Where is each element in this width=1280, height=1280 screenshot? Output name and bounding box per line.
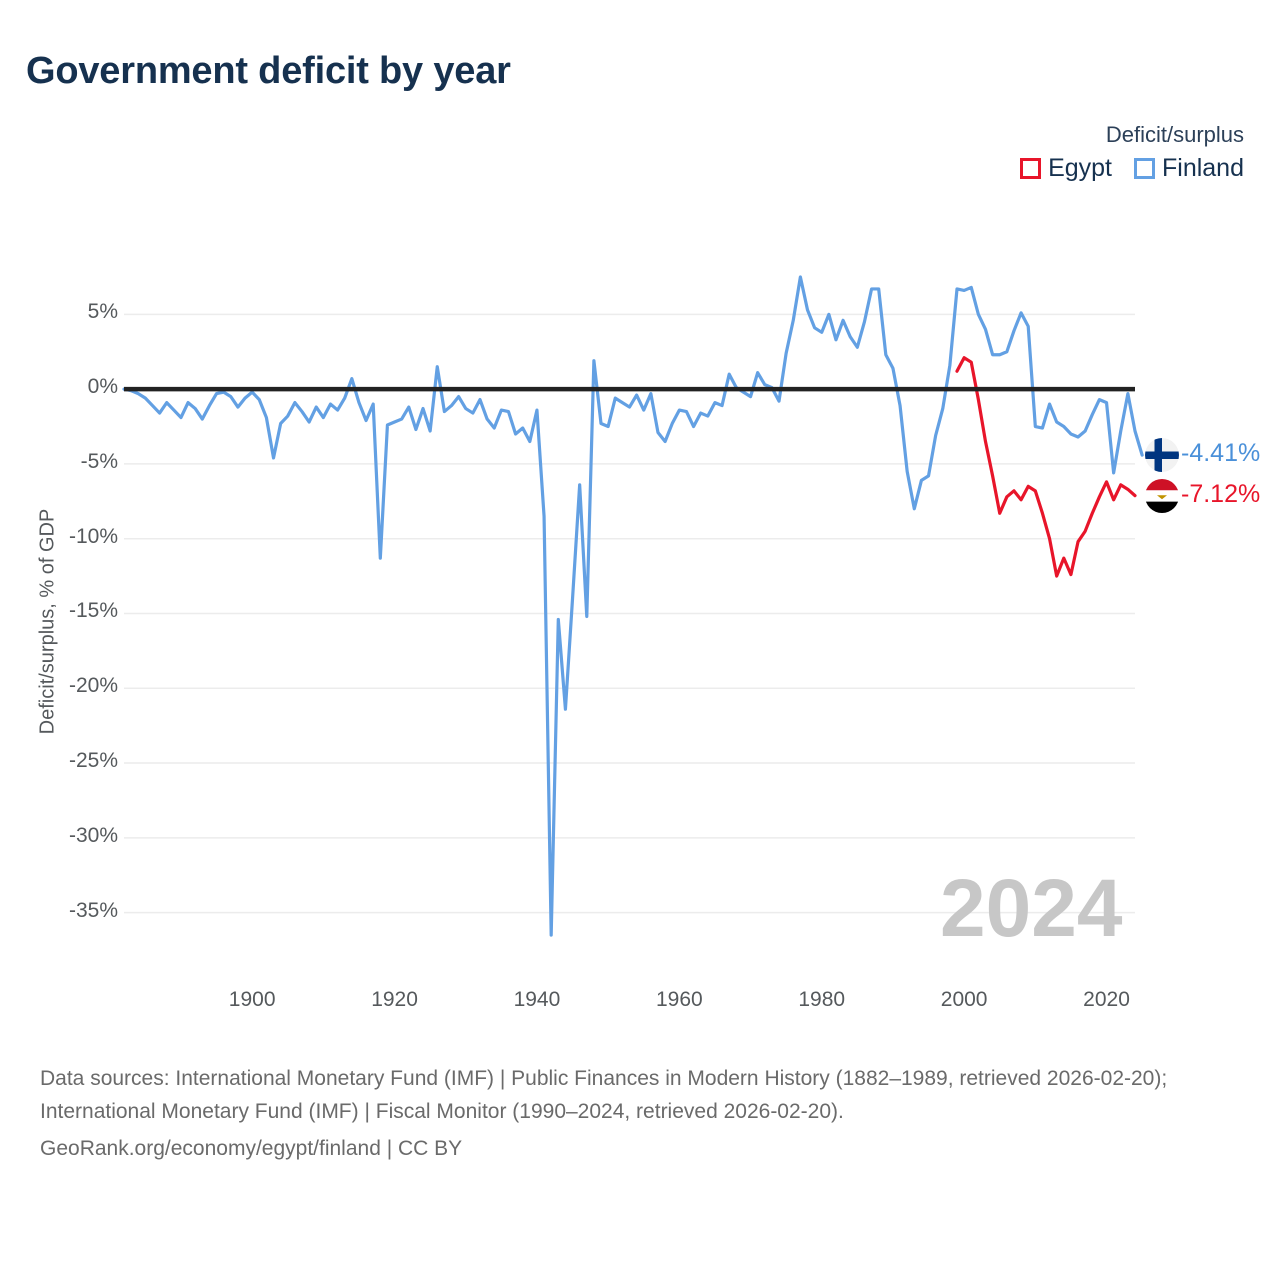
year-watermark: 2024: [940, 863, 1123, 954]
y-tick-label: -15%: [68, 599, 118, 623]
legend-items: Egypt Finland: [1020, 154, 1244, 183]
x-tick-label: 1980: [798, 988, 846, 1011]
y-tick-label: -35%: [68, 898, 118, 922]
y-tick-label: -10%: [68, 524, 118, 548]
legend-label-finland: Finland: [1162, 154, 1244, 182]
egypt-flag-icon: [1145, 478, 1179, 513]
y-tick-label: 0%: [87, 375, 118, 399]
x-tick-label: 2020: [1083, 988, 1130, 1011]
footer-attribution: GeoRank.org/economy/egypt/finland | CC B…: [40, 1137, 463, 1160]
x-tick-label: 1940: [513, 988, 561, 1011]
legend: Deficit/surplus Egypt Finland: [1020, 122, 1244, 183]
x-tick-label: 1900: [228, 988, 276, 1011]
finland-end-value: -4.41%: [1181, 439, 1261, 468]
y-axis-ticks: 5% 0% -5% -10% -15% -20% -25% -30% -35%: [0, 0, 118, 1280]
footer: Data sources: International Monetary Fun…: [40, 1062, 1248, 1165]
x-tick-label: 1960: [655, 988, 703, 1011]
y-tick-label: 5%: [87, 300, 118, 324]
legend-item-finland[interactable]: Finland: [1134, 154, 1244, 183]
egypt-end-value: -7.12%: [1181, 479, 1261, 508]
legend-item-egypt[interactable]: Egypt: [1020, 154, 1112, 183]
x-tick-label: 1920: [371, 988, 418, 1011]
finland-flag-icon: [1145, 438, 1179, 473]
legend-swatch-finland: [1134, 158, 1155, 179]
y-tick-label: -5%: [80, 449, 118, 473]
y-tick-label: -20%: [68, 674, 118, 698]
chart-title: Government deficit by year: [26, 50, 511, 92]
x-tick-label: 2000: [940, 988, 988, 1011]
y-tick-label: -25%: [68, 749, 118, 773]
y-tick-label: -30%: [68, 823, 118, 847]
legend-swatch-egypt: [1020, 158, 1042, 179]
legend-label-egypt: Egypt: [1048, 154, 1112, 182]
footer-sources: Data sources: International Monetary Fun…: [40, 1067, 1168, 1123]
legend-title: Deficit/surplus: [1105, 122, 1244, 147]
